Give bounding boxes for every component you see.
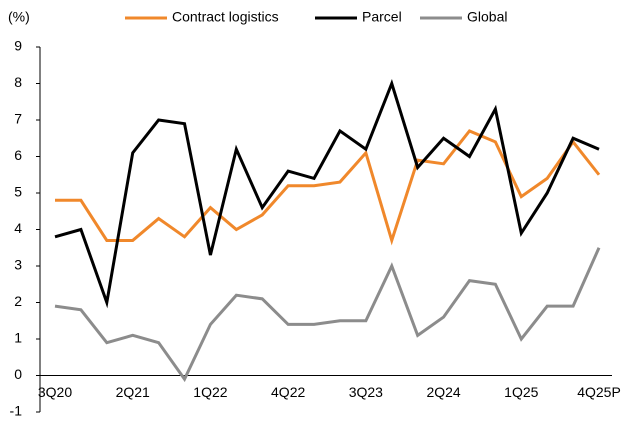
y-tick-label: 7 — [14, 111, 22, 127]
legend-label: Global — [467, 9, 507, 25]
y-tick-label: 5 — [14, 184, 22, 200]
y-tick-label: 2 — [14, 293, 22, 309]
legend-label: Contract logistics — [172, 9, 279, 25]
y-tick-label: 3 — [14, 257, 22, 273]
x-tick-label: 3Q23 — [349, 384, 383, 400]
y-tick-label: 8 — [14, 74, 22, 90]
y-tick-label: 0 — [14, 366, 22, 382]
x-tick-label: 4Q25P — [577, 384, 621, 400]
x-tick-label: 1Q22 — [193, 384, 227, 400]
x-tick-label: 4Q22 — [271, 384, 305, 400]
series-line — [54, 78, 600, 309]
y-tick-label: 4 — [14, 220, 22, 236]
x-tick-label: 2Q24 — [426, 384, 460, 400]
y-tick-label: 1 — [14, 330, 22, 346]
series-line — [54, 247, 601, 383]
x-tick-label: 1Q25 — [504, 384, 538, 400]
y-tick-label: 6 — [14, 147, 22, 163]
y-tick-label: 9 — [14, 38, 22, 54]
legend-label: Parcel — [362, 9, 402, 25]
y-unit-label: (%) — [8, 9, 30, 25]
x-tick-label: 2Q21 — [116, 384, 150, 400]
x-tick-label: 3Q20 — [38, 384, 72, 400]
y-tick-label: -1 — [10, 403, 23, 419]
